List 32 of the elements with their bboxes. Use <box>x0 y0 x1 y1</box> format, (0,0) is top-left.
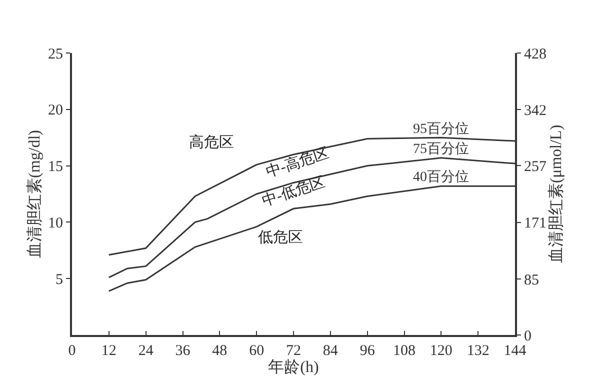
series-label: 75百分位 <box>413 141 469 157</box>
annotation: 高危区 <box>189 134 234 151</box>
y2-tick-label: 0 <box>524 328 532 344</box>
y-tick-label: 10 <box>48 215 63 232</box>
y-tick-label: 15 <box>48 159 63 176</box>
y-tick-label: 20 <box>48 102 63 119</box>
x-tick-label: 144 <box>504 343 527 359</box>
x-tick-label: 60 <box>249 343 264 359</box>
x-tick-label: 72 <box>286 343 301 359</box>
x-tick-label: 120 <box>430 343 452 359</box>
x-axis-title: 年龄(h) <box>268 359 319 376</box>
x-tick-label: 84 <box>322 343 338 359</box>
x-tick-label: 48 <box>212 343 228 359</box>
annotation: 低危区 <box>258 229 303 246</box>
series-label: 40百分位 <box>413 169 469 185</box>
y2-tick-label: 342 <box>524 102 546 119</box>
y2-tick-label: 171 <box>524 216 546 232</box>
x-tick-label: 36 <box>175 343 191 359</box>
x-tick-label: 96 <box>360 343 376 359</box>
y2-axis-title: 血清胆红素(μmol/L) <box>547 124 566 264</box>
x-tick-label: 12 <box>101 343 116 359</box>
x-tick-label: 24 <box>138 343 154 359</box>
y2-tick-label: 428 <box>524 46 546 62</box>
y-tick-label: 5 <box>56 272 63 288</box>
series-label: 95百分位 <box>413 121 469 137</box>
y-tick-label: 25 <box>48 46 63 62</box>
y2-tick-label: 85 <box>524 272 539 288</box>
x-tick-label: 0 <box>68 343 76 359</box>
x-tick-label: 108 <box>393 343 416 359</box>
y-axis-title: 血清胆红素(mg/dl) <box>25 130 44 258</box>
x-tick-label: 132 <box>466 343 490 359</box>
y2-tick-label: 257 <box>524 158 547 175</box>
